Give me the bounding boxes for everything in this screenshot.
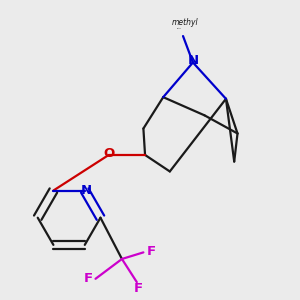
Text: F: F: [134, 281, 143, 295]
Text: N: N: [81, 184, 92, 197]
Text: F: F: [84, 272, 93, 285]
Text: O: O: [103, 147, 114, 160]
Text: F: F: [147, 245, 156, 258]
Text: methyl: methyl: [177, 28, 182, 29]
Text: methyl: methyl: [171, 18, 198, 27]
Text: N: N: [188, 54, 199, 67]
